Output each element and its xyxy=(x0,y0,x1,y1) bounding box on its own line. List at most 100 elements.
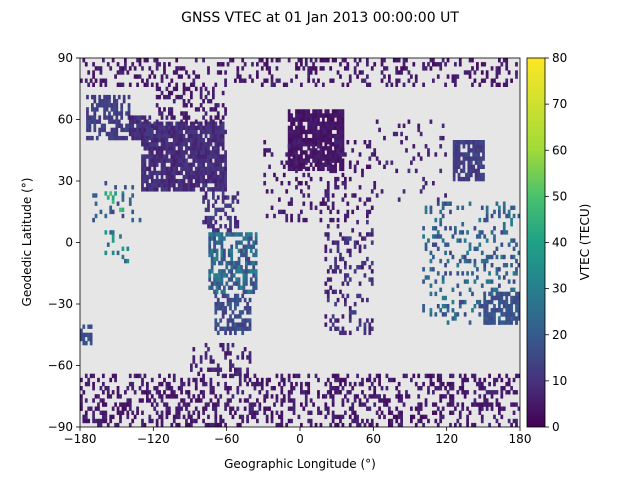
vtec-cell xyxy=(493,238,496,243)
vtec-cell xyxy=(175,125,179,131)
vtec-cell xyxy=(331,58,335,63)
vtec-cell xyxy=(207,199,210,204)
vtec-cell xyxy=(368,209,372,215)
x-tick-label: −180 xyxy=(64,432,97,446)
vtec-cell xyxy=(329,381,333,387)
vtec-cell xyxy=(146,394,149,399)
vtec-cell xyxy=(407,168,411,174)
vtec-cell xyxy=(213,273,216,278)
vtec-cell xyxy=(449,226,452,231)
vtec-cell xyxy=(212,386,215,391)
vtec-cell xyxy=(344,410,347,415)
vtec-cell xyxy=(155,103,159,108)
vtec-cell xyxy=(138,373,142,379)
vtec-cell xyxy=(456,74,460,79)
vtec-cell xyxy=(307,137,311,143)
vtec-cell xyxy=(216,297,220,303)
vtec-cell xyxy=(187,86,191,92)
vtec-cell xyxy=(245,252,248,258)
vtec-cell xyxy=(375,193,379,198)
vtec-cell xyxy=(290,162,293,167)
vtec-cell xyxy=(451,386,455,391)
vtec-cell xyxy=(300,166,303,172)
vtec-cell xyxy=(452,176,456,182)
vtec-cell xyxy=(324,322,328,327)
vtec-cell xyxy=(93,99,97,104)
vtec-cell xyxy=(319,176,323,182)
vtec-cell xyxy=(502,304,506,309)
vtec-cell xyxy=(204,178,208,184)
vtec-cell xyxy=(495,390,499,395)
vtec-cell xyxy=(341,256,345,262)
vtec-cell xyxy=(223,285,226,290)
vtec-cell xyxy=(226,342,230,348)
vtec-cell xyxy=(182,150,186,155)
vtec-cell xyxy=(219,133,223,139)
vtec-cell xyxy=(187,402,191,407)
vtec-cell xyxy=(224,111,227,116)
vtec-cell xyxy=(488,299,491,305)
vtec-cell xyxy=(210,252,214,258)
vtec-cell xyxy=(292,148,296,153)
vtec-cell xyxy=(115,119,119,124)
vtec-cell xyxy=(292,386,296,391)
vtec-cell xyxy=(175,150,179,155)
vtec-cell xyxy=(467,140,471,145)
vtec-cell xyxy=(485,209,489,215)
vtec-cell xyxy=(490,394,494,399)
vtec-cell xyxy=(202,199,205,204)
vtec-cell xyxy=(334,154,337,159)
vtec-cell xyxy=(304,402,308,407)
vtec-cell xyxy=(460,152,463,157)
vtec-cell xyxy=(341,133,345,139)
vtec-cell xyxy=(227,269,231,274)
vtec-cell xyxy=(160,162,164,167)
vtec-cell xyxy=(218,273,221,278)
vtec-cell xyxy=(280,398,284,403)
vtec-cell xyxy=(397,422,401,427)
vtec-cell xyxy=(125,123,128,128)
vtec-cell xyxy=(225,260,229,266)
vtec-cell xyxy=(373,377,377,383)
vtec-cell xyxy=(358,293,362,299)
vtec-cell xyxy=(436,197,440,202)
x-tick-label: 0 xyxy=(296,432,304,446)
vtec-cell xyxy=(109,191,113,196)
vtec-cell xyxy=(455,140,458,145)
vtec-cell xyxy=(295,185,298,190)
vtec-cell xyxy=(297,109,301,114)
vtec-cell xyxy=(432,78,435,83)
vtec-cell xyxy=(220,256,224,262)
vtec-cell xyxy=(136,115,139,120)
vtec-cell xyxy=(165,158,169,163)
vtec-cell xyxy=(502,201,506,206)
vtec-cell xyxy=(322,82,325,87)
vtec-cell xyxy=(207,187,210,192)
vtec-cell xyxy=(88,135,92,141)
vtec-cell xyxy=(82,58,86,63)
vtec-cell xyxy=(339,269,342,274)
vtec-cell xyxy=(510,402,513,407)
vtec-cell xyxy=(468,410,472,415)
vtec-cell xyxy=(128,131,132,137)
vtec-cell xyxy=(158,94,161,100)
vtec-cell xyxy=(334,256,337,262)
vtec-cell xyxy=(515,291,518,297)
vtec-cell xyxy=(87,377,91,383)
vtec-cell xyxy=(290,129,293,135)
vtec-cell xyxy=(216,322,220,327)
vtec-cell xyxy=(253,381,257,387)
vtec-cell xyxy=(177,129,181,135)
vtec-cell xyxy=(339,109,342,114)
vtec-cell xyxy=(194,377,198,383)
vtec-cell xyxy=(163,162,166,167)
vtec-cell xyxy=(234,330,237,336)
vtec-cell xyxy=(456,205,460,210)
vtec-cell xyxy=(353,398,357,403)
vtec-cell xyxy=(168,373,171,379)
vtec-cell xyxy=(216,103,220,108)
vtec-cell xyxy=(209,398,213,403)
vtec-cell xyxy=(265,377,269,383)
vtec-cell xyxy=(500,390,504,395)
vtec-cell xyxy=(468,201,472,206)
